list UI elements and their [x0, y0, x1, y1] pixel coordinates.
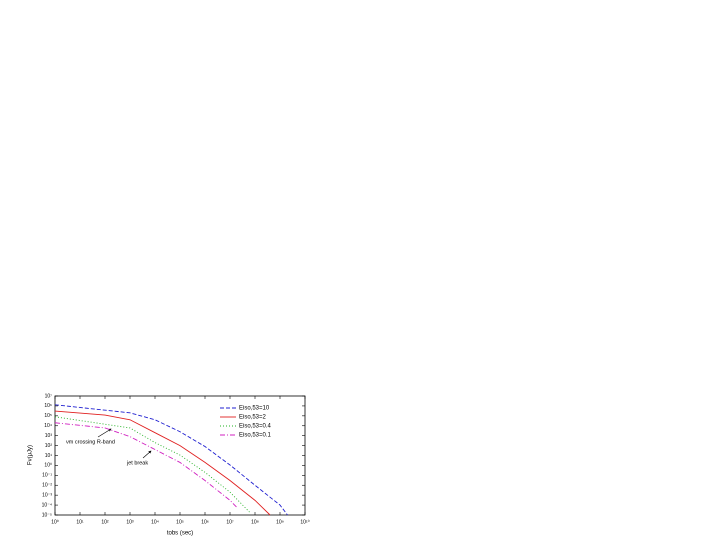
legend-label: Eiso,53=10	[239, 406, 270, 412]
series-line	[54, 404, 288, 516]
x-tick-label: 10⁰	[51, 519, 59, 525]
y-tick-label: 10⁻²	[42, 483, 52, 489]
y-tick-label: 10⁻³	[42, 492, 52, 498]
annotation: jet break	[126, 460, 148, 466]
y-tick-label: 10¹	[45, 453, 53, 459]
y-tick-label: 10⁵	[44, 413, 52, 419]
y-tick-label: 10⁷	[45, 393, 53, 399]
series-line	[54, 410, 271, 516]
series-line	[54, 422, 238, 509]
x-tick-label: 10⁴	[151, 519, 159, 525]
y-tick-label: 10⁻⁵	[42, 512, 52, 518]
x-tick-label: 10⁶	[201, 519, 209, 525]
y-tick-label: 10⁰	[44, 463, 52, 469]
legend-label: Eiso,53=0.4	[239, 424, 272, 430]
x-tick-label: 10²	[101, 519, 109, 525]
y-tick-label: 10²	[45, 443, 53, 449]
annotation-arrow	[97, 428, 112, 438]
series-line	[54, 416, 250, 513]
y-tick-label: 10⁶	[44, 403, 52, 409]
x-tick-label: 10⁹	[276, 519, 284, 525]
y-axis-label: Fν(μJy)	[28, 445, 34, 465]
legend-label: Eiso,53=0.1	[239, 433, 272, 439]
x-tick-label: 10⁷	[226, 519, 234, 525]
x-tick-label: 10¹⁰	[300, 519, 309, 525]
x-tick-label: 10⁵	[176, 519, 184, 525]
annotation: νm crossing R-band	[66, 439, 115, 445]
legend-label: Eiso,53=2	[239, 415, 267, 421]
x-axis-label: tobs (sec)	[167, 531, 193, 537]
y-tick-label: 10⁴	[44, 423, 52, 429]
y-tick-label: 10⁻¹	[42, 473, 52, 479]
x-tick-label: 10⁸	[251, 519, 259, 525]
y-tick-label: 10⁻⁴	[42, 502, 52, 508]
y-tick-label: 10³	[45, 433, 53, 439]
x-tick-label: 10¹	[76, 519, 84, 525]
annotation-arrow	[142, 450, 152, 459]
x-tick-label: 10³	[126, 519, 134, 525]
